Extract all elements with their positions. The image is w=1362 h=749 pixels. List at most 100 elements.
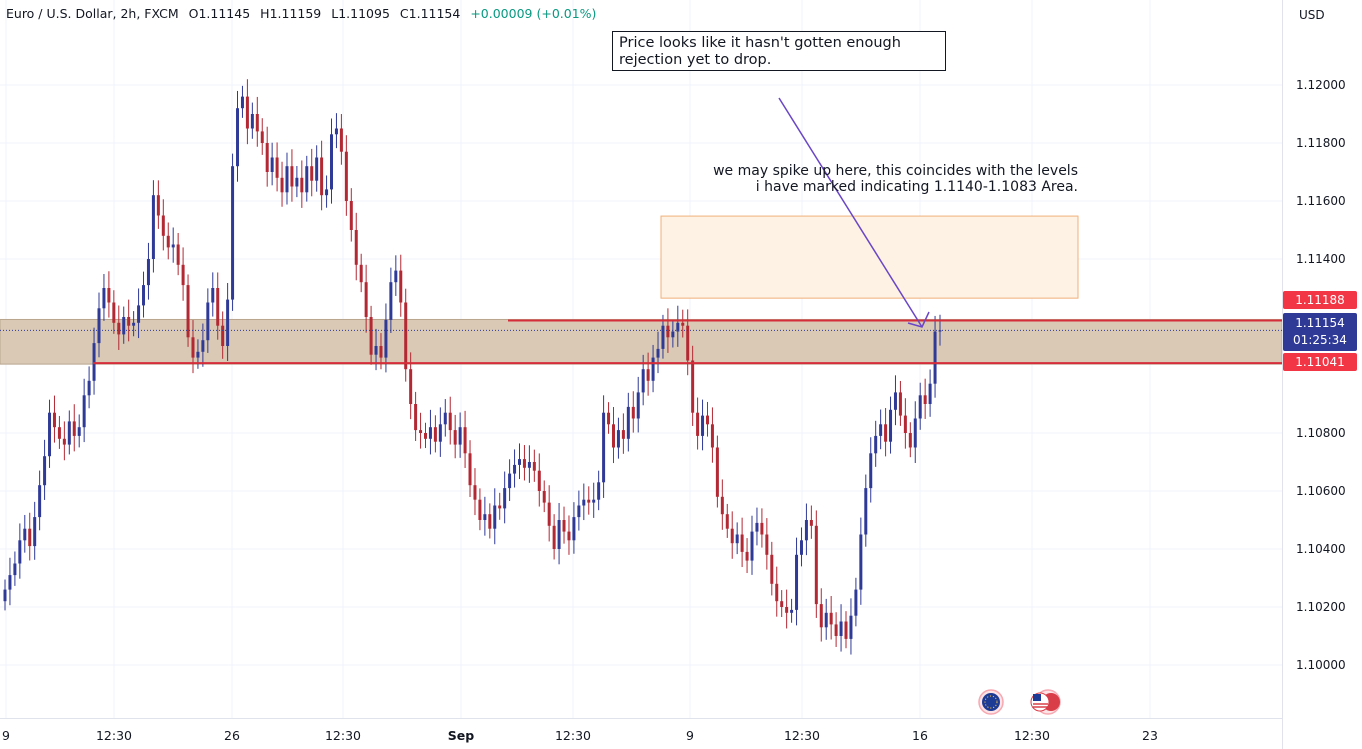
candle-body <box>903 415 907 433</box>
annotation-arrow <box>778 97 930 328</box>
candle-body <box>359 264 363 283</box>
candle-body <box>557 520 561 549</box>
candle-body <box>231 166 235 300</box>
candle-body <box>597 482 601 500</box>
annotation-text[interactable]: we may spike up here, this coincides wit… <box>713 163 1078 195</box>
price-tick-label: 1.12000 <box>1296 78 1346 92</box>
candle-body <box>809 520 813 526</box>
candle-body <box>325 189 329 196</box>
symbol-label[interactable]: Euro / U.S. Dollar, 2h, FXCM <box>6 6 179 21</box>
candle-body <box>196 351 200 358</box>
price-tick-label: 1.11800 <box>1296 136 1346 150</box>
candle-body <box>829 612 833 625</box>
bar-countdown: 01:25:34 <box>1293 333 1347 347</box>
time-tick-label: 12:30 <box>555 728 591 743</box>
candle-body <box>379 346 383 358</box>
candle-body <box>468 453 472 486</box>
close-value: 1.11154 <box>408 6 461 21</box>
chart-legend: Euro / U.S. Dollar, 2h, FXCM O1.11145 H1… <box>6 6 596 21</box>
lower-level-tag: 1.11041 <box>1283 353 1357 371</box>
candle-body <box>48 412 52 457</box>
candle-body <box>884 424 888 442</box>
candle-body <box>334 128 338 135</box>
candle-body <box>255 114 259 132</box>
candle-body <box>3 589 7 602</box>
candle-body <box>562 520 566 532</box>
candle-body <box>661 325 665 349</box>
candle-body <box>320 157 324 196</box>
candle-body <box>97 308 101 344</box>
candle-body <box>532 462 536 471</box>
time-axis[interactable]: 9 12:30 26 12:30 Sep 12:30 9 12:30 16 12:30 23 <box>2 728 1158 743</box>
candle-body <box>923 395 927 404</box>
last-price-tag: 1.11154 01:25:34 <box>1283 313 1357 351</box>
candle-body <box>463 427 467 454</box>
candle-body <box>349 201 353 230</box>
candle-body <box>142 285 146 306</box>
price-tick-label: 1.10400 <box>1296 542 1346 556</box>
candle-body <box>765 534 769 555</box>
us-flag-icon[interactable] <box>1030 689 1061 715</box>
candle-body <box>933 331 937 384</box>
eu-flag-icon[interactable] <box>978 689 1004 715</box>
candle-body <box>503 488 507 509</box>
candle-body <box>681 322 685 326</box>
candle-body <box>656 348 660 358</box>
candle-body <box>725 514 729 529</box>
candle-body <box>898 392 902 416</box>
candle-body <box>522 459 526 468</box>
annotation-note-box[interactable]: Price looks like it hasn't gotten enough… <box>612 31 946 71</box>
currency-label[interactable]: USD <box>1299 8 1325 22</box>
candle-body <box>775 583 779 602</box>
price-tick-label: 1.10600 <box>1296 484 1346 498</box>
candle-body <box>646 369 650 381</box>
candle-body <box>236 108 240 167</box>
candle-body <box>819 604 823 628</box>
candle-body <box>577 505 581 518</box>
candle-body <box>527 462 531 468</box>
time-tick-label: 12:30 <box>784 728 820 743</box>
time-tick-label: 9 <box>686 728 694 743</box>
candle-body <box>715 447 719 497</box>
candle-body <box>132 322 136 326</box>
price-tick-label: 1.11600 <box>1296 194 1346 208</box>
candle-body <box>221 325 225 346</box>
candle-body <box>691 360 695 413</box>
candle-body <box>705 415 709 425</box>
candle-body <box>542 491 546 503</box>
candle-body <box>285 166 289 193</box>
candle-body <box>399 270 403 303</box>
candle-body <box>206 302 210 341</box>
candle-body <box>137 305 141 323</box>
candle-body <box>785 607 789 613</box>
candle-body <box>265 143 269 172</box>
candle-body <box>117 322 121 335</box>
high-label: H <box>260 6 270 21</box>
candle-body <box>908 433 912 448</box>
candle-body <box>245 96 249 129</box>
candle-body <box>864 488 868 535</box>
candle-body <box>799 540 803 555</box>
candle-body <box>720 496 724 515</box>
low-value: 1.11095 <box>338 6 390 21</box>
candle-body <box>770 554 774 584</box>
candle-body <box>226 299 230 346</box>
candle-body <box>928 383 932 404</box>
candle-body <box>641 369 645 393</box>
candle-body <box>77 427 81 436</box>
candle-body <box>330 134 334 190</box>
candle-body <box>52 412 56 428</box>
candle-body <box>171 244 175 248</box>
candle-body <box>384 319 388 358</box>
target-area-box <box>660 215 1079 299</box>
candle-body <box>33 517 37 547</box>
price-axis[interactable]: 1.12000 1.11800 1.11600 1.11400 1.10800 1.106… <box>1296 78 1346 672</box>
candle-body <box>443 412 447 425</box>
candle-body <box>626 406 630 439</box>
candle-body <box>310 166 314 181</box>
candle-body <box>651 357 655 381</box>
candle-body <box>448 412 452 431</box>
low-label: L <box>331 6 339 21</box>
candle-body <box>849 615 853 639</box>
